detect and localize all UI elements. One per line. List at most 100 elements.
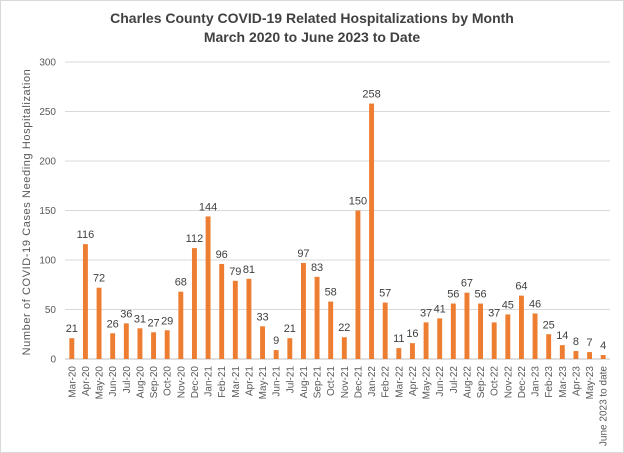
y-tick-label: 200 [39,157,56,168]
x-tick-label: Jun-20 [108,366,119,397]
data-label: 37 [488,307,500,319]
bar [300,262,306,359]
data-label: 29 [161,315,173,327]
bar [151,332,157,359]
x-tick-label: Mar-23 [558,366,569,398]
x-tick-label: Jun-22 [435,366,446,397]
x-tick-label: Feb-21 [217,366,228,398]
data-label: 14 [556,330,568,342]
bar [518,295,524,359]
bar [464,292,470,359]
x-tick-label: Dec-21 [353,366,364,399]
data-label: 97 [297,248,309,260]
data-label: 7 [587,337,593,349]
bar [355,210,361,359]
x-tick-label: Nov-21 [340,366,351,399]
x-axis: Mar-20 Apr-20 May-20 Jun-20 Jul-20 Aug-20 Sep-… [67,366,609,447]
x-tick-label: May-23 [585,366,596,400]
x-tick-label: June 2023 to date [599,366,610,447]
x-tick-label: Jul-22 [449,366,460,394]
x-tick-label: Nov-22 [503,366,514,399]
data-label: 83 [311,262,323,274]
bars [69,103,606,359]
data-label: 41 [434,303,446,315]
y-tick-label: 100 [39,256,56,267]
data-label: 21 [284,323,296,335]
bar [69,338,75,359]
x-tick-label: Jul-21 [285,366,296,394]
data-label: 112 [186,233,204,245]
data-label: 144 [199,201,217,213]
data-label: 8 [573,336,579,348]
bar [219,263,225,359]
x-tick-label: May-22 [422,366,433,400]
bar [573,351,579,359]
x-tick-label: Feb-22 [381,366,392,398]
bar [409,343,415,359]
bar [205,216,211,359]
bar [287,338,293,359]
bar [505,314,511,359]
x-tick-label: Dec-20 [190,366,201,399]
data-label: 72 [93,273,105,285]
chart-subtitle: March 2020 to June 2023 to Date [203,29,421,45]
data-label: 16 [406,328,418,340]
data-label: 258 [362,89,380,101]
x-tick-label: Aug-20 [135,366,146,399]
data-label: 45 [502,299,514,311]
x-tick-label: Dec-22 [517,366,528,399]
bar [600,355,606,359]
x-tick-label: Sep-20 [149,366,160,399]
x-tick-label: Aug-21 [299,366,310,399]
data-label: 21 [66,323,78,335]
bar [532,313,538,359]
x-tick-label: Sep-22 [476,366,487,399]
data-label: 31 [134,313,146,325]
data-label: 81 [243,264,255,276]
data-label: 56 [474,289,486,301]
data-label: 58 [325,287,337,299]
bar [587,352,593,359]
data-label: 22 [338,322,350,334]
x-tick-label: Oct-20 [163,366,174,396]
bar [369,103,375,359]
x-tick-label: Aug-22 [462,366,473,399]
bar [546,334,552,359]
x-tick-label: Oct-21 [326,366,337,396]
data-label: 26 [107,318,119,330]
bar [164,330,170,359]
bar [137,328,143,359]
data-label: 96 [216,249,228,261]
bar [260,326,266,359]
data-label: 116 [77,229,95,241]
x-tick-label: Apr-22 [408,366,419,396]
x-tick-label: Sep-21 [313,366,324,399]
x-tick-label: Nov-20 [176,366,187,399]
x-tick-label: May-20 [95,366,106,400]
x-tick-label: Jan-23 [531,366,542,397]
y-tick-label: 50 [45,305,57,316]
y-tick-label: 150 [39,206,56,217]
bar [328,301,334,359]
data-label: 9 [273,335,279,347]
bar [178,291,184,359]
data-label: 27 [147,317,159,329]
bar [232,280,238,359]
x-tick-label: Mar-20 [67,366,78,398]
chart-title: Charles County COVID-19 Related Hospital… [110,10,514,26]
data-label: 67 [461,278,473,290]
data-label: 64 [515,281,527,293]
bar [341,337,347,359]
x-tick-label: Jan-22 [367,366,378,397]
bar [273,350,279,359]
data-label: 25 [543,319,555,331]
bar [82,244,88,359]
bar [123,323,129,359]
x-tick-label: Mar-21 [231,366,242,398]
data-label: 79 [229,266,241,278]
data-label: 56 [447,289,459,301]
data-label: 37 [420,307,432,319]
gridlines [65,61,610,360]
bar [110,333,116,359]
